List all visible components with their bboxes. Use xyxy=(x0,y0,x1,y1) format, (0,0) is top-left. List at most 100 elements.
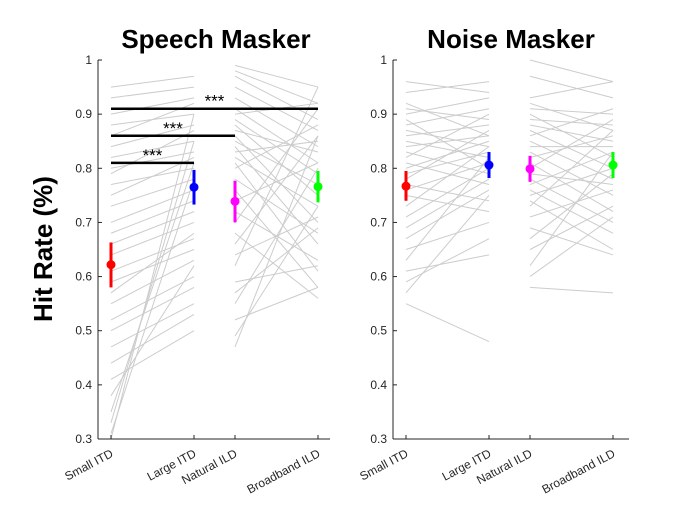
noise-subject-line-ild-7 xyxy=(529,124,614,142)
speech-subject-line-ild-4 xyxy=(234,97,319,148)
speech-subject-line-ild-21 xyxy=(234,108,319,223)
speech-subject-line-ild-22 xyxy=(234,232,319,299)
noise-masker-panel: Noise Masker 0.3 0.4 0.5 0.6 0.7 0.8 0.9 1 Small… xyxy=(357,24,629,497)
speech-mean-point-3 xyxy=(313,182,323,192)
speech-subject-line-itd-28 xyxy=(110,178,195,434)
speech-subject-line-itd-17 xyxy=(110,249,195,283)
speech-subject-line-itd-21 xyxy=(110,286,195,332)
speech-subject-line-itd-27 xyxy=(110,141,195,423)
speech-subject-line-itd-23 xyxy=(110,314,195,364)
speech-y-tick-label-1: 0.4 xyxy=(75,378,92,392)
speech-subject-line-ild-8 xyxy=(234,124,319,196)
noise-x-tick-label-0: Small ITD xyxy=(357,446,410,483)
noise-subject-line-ild-2 xyxy=(529,81,614,99)
speech-subject-line-ild-11 xyxy=(234,140,319,185)
noise-subject-line-ild-24 xyxy=(529,227,614,256)
speech-y-tick-label-6: 0.9 xyxy=(75,107,92,121)
noise-subject-line-itd-25 xyxy=(405,157,490,261)
noise-subject-line-ild-9 xyxy=(529,108,614,137)
noise-subject-line-ild-14 xyxy=(529,162,614,213)
noise-masker-title: Noise Masker xyxy=(427,24,595,54)
speech-subject-line-ild-1 xyxy=(234,70,319,104)
speech-subject-line-itd-25 xyxy=(110,265,195,396)
noise-subject-line-ild-4 xyxy=(529,108,614,115)
noise-subject-line-ild-12 xyxy=(529,151,614,196)
speech-significance-label-0: *** xyxy=(143,146,163,165)
speech-mean-point-2 xyxy=(230,196,240,206)
speech-subject-line-ild-28 xyxy=(234,168,319,304)
noise-subject-line-itd-26 xyxy=(405,254,490,272)
speech-subject-line-itd-2 xyxy=(110,97,195,115)
noise-subject-line-itd-8 xyxy=(405,124,490,137)
noise-subject-line-itd-3 xyxy=(405,108,490,121)
speech-subject-line-itd-18 xyxy=(110,232,195,294)
noise-subject-line-ild-13 xyxy=(529,135,614,158)
speech-subject-line-itd-20 xyxy=(110,276,195,321)
speech-y-tick-label-5: 0.8 xyxy=(75,161,92,175)
noise-subject-line-itd-28 xyxy=(405,195,490,294)
noise-subject-line-itd-16 xyxy=(405,129,490,180)
speech-subject-line-itd-16 xyxy=(110,238,195,272)
noise-subject-line-itd-15 xyxy=(405,151,490,175)
noise-subject-line-itd-6 xyxy=(405,108,490,126)
speech-subject-line-ild-19 xyxy=(234,162,319,202)
noise-mean-point-1 xyxy=(484,160,494,170)
speech-subject-line-itd-14 xyxy=(110,211,195,245)
noise-mean-point-3 xyxy=(608,160,618,170)
noise-subject-line-ild-8 xyxy=(529,129,614,169)
speech-x-tick-label-3: Broadband ILD xyxy=(245,446,323,496)
noise-subject-line-ild-29 xyxy=(529,286,614,294)
speech-y-tick-label-4: 0.7 xyxy=(75,215,92,229)
speech-subject-line-ild-17 xyxy=(234,178,319,234)
noise-subject-line-itd-21 xyxy=(405,167,490,218)
noise-subject-line-itd-9 xyxy=(405,140,490,158)
speech-masker-title: Speech Masker xyxy=(121,24,310,54)
speech-x-tick-label-0: Small ITD xyxy=(62,446,115,483)
speech-condition-means xyxy=(106,169,323,288)
noise-subject-line-ild-26 xyxy=(529,205,614,250)
noise-x-tick-label-3: Broadband ILD xyxy=(540,446,618,496)
noise-y-tick-label-2: 0.5 xyxy=(370,324,387,338)
speech-significance-label-2: *** xyxy=(205,92,225,111)
noise-subject-line-ild-25 xyxy=(529,173,614,240)
speech-subject-line-itd-24 xyxy=(110,330,195,380)
noise-subject-line-ild-3 xyxy=(529,102,614,131)
noise-subject-line-itd-2 xyxy=(405,102,490,137)
speech-subject-line-itd-0 xyxy=(110,75,195,88)
speech-y-tick-label-7: 1 xyxy=(85,53,92,67)
noise-subject-line-itd-1 xyxy=(405,81,490,93)
speech-subject-line-ild-9 xyxy=(234,129,319,153)
speech-subject-line-itd-29 xyxy=(110,114,195,440)
speech-subject-line-itd-13 xyxy=(110,200,195,234)
noise-subject-line-itd-27 xyxy=(405,238,490,283)
speech-subject-line-ild-23 xyxy=(234,135,319,245)
speech-masker-panel: Speech Masker ********* 0.30.40.50.60.70… xyxy=(62,24,330,497)
speech-subject-lines xyxy=(110,64,319,440)
noise-subject-line-itd-4 xyxy=(405,97,490,115)
speech-subject-line-ild-26 xyxy=(234,265,319,283)
noise-subject-line-itd-5 xyxy=(405,119,490,169)
noise-subject-line-ild-1 xyxy=(529,75,614,99)
noise-y-tick-label-1: 0.4 xyxy=(370,378,387,392)
speech-subject-line-itd-26 xyxy=(110,162,195,413)
noise-subject-line-ild-23 xyxy=(529,189,614,218)
speech-subject-line-itd-11 xyxy=(110,178,195,207)
noise-y-tick-label-6: 0.9 xyxy=(370,107,387,121)
speech-significance-label-1: *** xyxy=(163,119,183,138)
noise-subject-line-itd-29 xyxy=(405,303,490,342)
noise-subject-line-itd-10 xyxy=(405,135,490,148)
noise-subject-line-ild-22 xyxy=(529,130,614,207)
noise-subject-line-itd-13 xyxy=(405,162,490,186)
noise-subject-line-ild-17 xyxy=(529,178,614,223)
noise-condition-means xyxy=(401,152,618,201)
noise-y-tick-label-4: 0.7 xyxy=(370,215,387,229)
noise-subject-line-ild-27 xyxy=(529,151,614,267)
speech-subject-line-itd-1 xyxy=(110,86,195,99)
speech-subject-line-itd-6 xyxy=(110,140,195,158)
noise-subject-line-ild-28 xyxy=(529,216,614,277)
noise-subject-line-itd-24 xyxy=(405,221,490,250)
noise-subject-line-itd-12 xyxy=(405,113,490,158)
noise-subject-line-ild-5 xyxy=(529,113,614,158)
